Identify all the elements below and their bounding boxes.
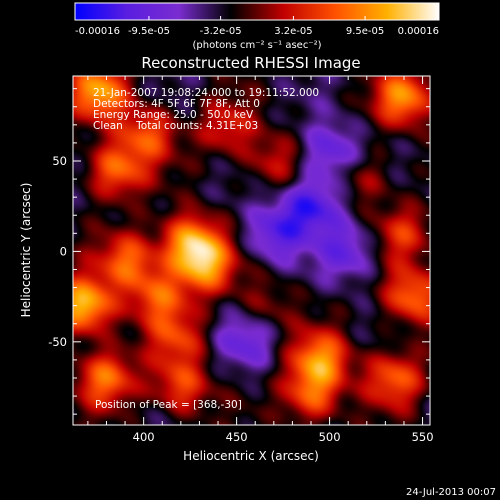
- x-tick-label: 550: [412, 430, 434, 444]
- colorbar-ticks: -0.00016 -9.5e-05 -3.2e-05 3.2e-05 9.5e-05 0.…: [74, 16, 440, 37]
- colorbar-tick-label: -3.2e-05: [200, 26, 242, 37]
- annotation-peak-position: Position of Peak = [368,-30]: [95, 399, 242, 411]
- annotations: 21-Jan-2007 19:08:24.000 to 19:11:52.000…: [93, 87, 319, 411]
- annotation-time-range: 21-Jan-2007 19:08:24.000 to 19:11:52.000: [93, 87, 319, 99]
- colorbar-tick-label: 0.00016: [398, 26, 439, 37]
- chart-title: Reconstructed RHESSI Image: [141, 54, 360, 72]
- colorbar: -0.00016 -9.5e-05 -3.2e-05 3.2e-05 9.5e-05 0.…: [74, 2, 440, 51]
- plot-frame: [72, 75, 431, 426]
- footer-date: 24-Jul-2013 00:07: [406, 487, 496, 498]
- x-tick-label: 450: [226, 430, 248, 444]
- colorbar-bar: [74, 2, 440, 21]
- y-tick-label: 50: [52, 154, 67, 168]
- annotation-detectors: Detectors: 4F 5F 6F 7F 8F, Att 0: [93, 98, 260, 110]
- plot-area: 400 450 500 550 -50 0 50 21-Jan-2007 19:08:24.…: [48, 75, 434, 444]
- colorbar-tick-label: 9.5e-05: [346, 26, 384, 37]
- colorbar-tick-label: -0.00016: [75, 26, 120, 37]
- x-tick-label: 400: [133, 430, 155, 444]
- axis-ticks: 400 450 500 550 -50 0 50: [48, 76, 434, 444]
- y-tick-label: -50: [48, 335, 67, 349]
- x-axis-label: Heliocentric X (arcsec): [183, 449, 319, 463]
- colorbar-unit-label: (photons cm⁻² s⁻¹ asec⁻²): [192, 40, 321, 51]
- x-tick-label: 500: [319, 430, 341, 444]
- y-axis-label: Heliocentric Y (arcsec): [19, 183, 33, 318]
- annotation-clean-total-counts: Clean Total counts: 4.31E+03: [93, 120, 258, 132]
- colorbar-tick-label: 3.2e-05: [274, 26, 312, 37]
- heatmap-image: [73, 76, 430, 425]
- colorbar-tick-label: -9.5e-05: [128, 26, 170, 37]
- y-tick-label: 0: [60, 244, 67, 258]
- annotation-energy-range: Energy Range: 25.0 - 50.0 keV: [93, 109, 254, 121]
